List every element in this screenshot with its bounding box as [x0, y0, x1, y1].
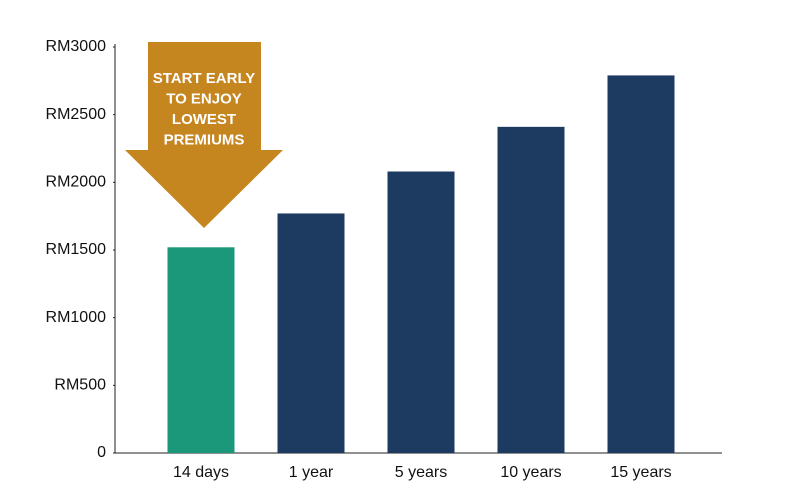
y-tick-label: 0 — [97, 444, 106, 461]
y-tick-label: RM3000 — [46, 38, 107, 55]
bar — [277, 213, 345, 453]
annotation-line: START EARLY — [153, 70, 256, 87]
annotation: START EARLY TO ENJOY LOWEST PREMIUMS — [153, 70, 256, 149]
x-tick-label: 14 days — [173, 464, 229, 481]
annotation-line: PREMIUMS — [164, 131, 245, 148]
bar — [387, 171, 455, 454]
bar — [167, 247, 235, 453]
annotation-line: TO ENJOY — [166, 90, 242, 107]
x-tick-label: 5 years — [395, 464, 447, 481]
annotation-arrow — [125, 42, 283, 228]
bars — [167, 75, 675, 454]
y-tick-label: RM1500 — [46, 241, 107, 258]
x-tick-label: 15 years — [610, 464, 671, 481]
y-tick-label: RM1000 — [46, 309, 107, 326]
y-tick-label: RM500 — [54, 377, 106, 394]
annotation-line: LOWEST — [172, 111, 236, 128]
bar — [497, 126, 565, 453]
x-tick-label: 10 years — [500, 464, 561, 481]
bar — [607, 75, 675, 454]
y-tick-label: RM2000 — [46, 174, 107, 191]
y-tick-label: RM2500 — [46, 106, 107, 123]
x-tick-label: 1 year — [289, 464, 334, 481]
